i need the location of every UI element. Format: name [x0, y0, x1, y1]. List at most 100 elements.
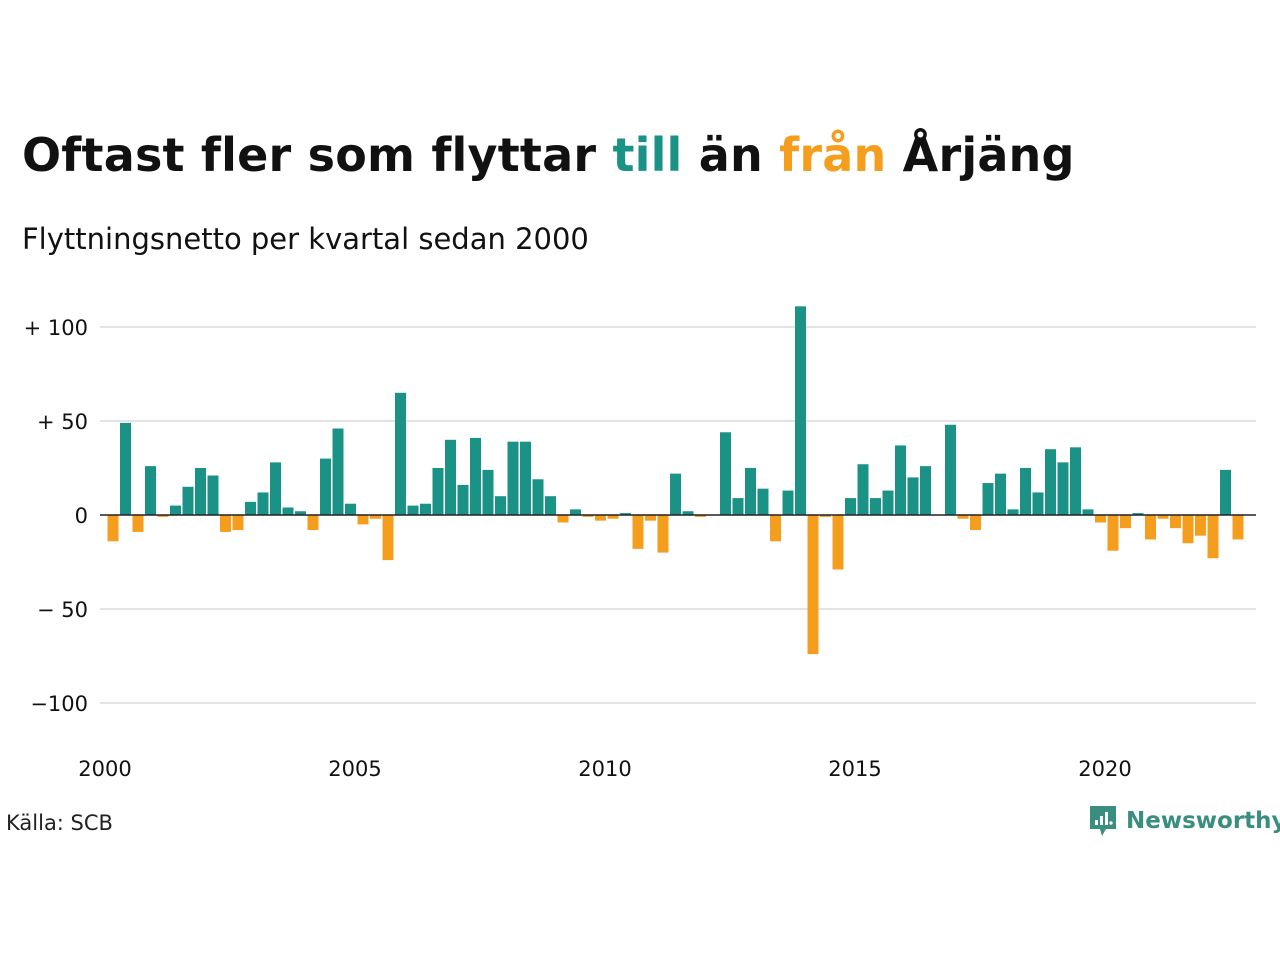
x-tick-label: 2000 — [78, 757, 131, 781]
bar — [645, 515, 656, 521]
bar — [895, 445, 906, 515]
bar — [732, 498, 744, 515]
bar — [607, 515, 619, 519]
bar — [1195, 515, 1206, 536]
bar — [682, 511, 694, 515]
bar-chart: + 100 + 50 0 − 50 −100 2000 2005 2010 2015 2020 — [24, 306, 1256, 781]
gridlines — [100, 326, 1256, 704]
bar — [595, 515, 606, 521]
title-part-1: Oftast fler som flyttar — [22, 128, 613, 182]
bar — [920, 466, 931, 515]
x-axis-labels: 2000 2005 2010 2015 2020 — [78, 757, 1131, 781]
bar — [1082, 509, 1094, 515]
bar — [320, 458, 331, 515]
bar — [1057, 462, 1069, 515]
bar — [270, 462, 281, 515]
bar — [395, 392, 406, 515]
bar — [907, 477, 919, 515]
bar — [582, 515, 594, 517]
bar — [120, 422, 131, 515]
bar — [1170, 515, 1181, 529]
title-fran: från — [779, 128, 887, 182]
bar — [957, 515, 969, 519]
brand-name: Newsworthy — [1126, 808, 1280, 834]
bar — [107, 515, 119, 542]
bar — [1157, 515, 1169, 519]
x-tick-label: 2010 — [578, 757, 631, 781]
bar — [1207, 515, 1219, 559]
bar — [745, 468, 756, 515]
y-axis-labels: + 100 + 50 0 − 50 −100 — [24, 316, 88, 716]
title-till: till — [612, 128, 683, 182]
bar — [1145, 515, 1156, 540]
bar — [870, 498, 881, 515]
bar — [982, 483, 994, 515]
bar — [670, 473, 681, 515]
bar — [557, 515, 569, 523]
bar — [407, 505, 419, 515]
bar — [632, 515, 644, 549]
bar — [532, 479, 544, 515]
bar — [1220, 469, 1231, 515]
bar — [770, 515, 781, 542]
bar — [807, 515, 819, 655]
bar — [145, 466, 156, 515]
bar — [132, 515, 144, 532]
bar — [220, 515, 231, 532]
bar — [620, 513, 631, 515]
bar — [332, 428, 344, 515]
bar — [795, 306, 806, 515]
bar — [482, 469, 494, 515]
y-tick-label: −100 — [30, 692, 88, 716]
bar — [720, 432, 731, 515]
bar — [470, 437, 481, 515]
y-tick-label: + 50 — [37, 410, 88, 434]
bar — [970, 515, 981, 531]
y-tick-label: + 100 — [24, 316, 88, 340]
bar — [207, 475, 219, 515]
bar — [845, 498, 856, 515]
bar — [232, 515, 244, 531]
bar — [195, 468, 206, 515]
bar — [295, 511, 306, 515]
y-tick-label: 0 — [75, 504, 88, 528]
bar — [882, 490, 894, 515]
bar — [782, 490, 794, 515]
bar — [182, 486, 194, 515]
bar — [282, 507, 294, 515]
brand-logo: Newsworthy — [1088, 804, 1280, 838]
bar — [1182, 515, 1194, 544]
bar — [657, 515, 669, 553]
chart-subtitle: Flyttningsnetto per kvartal sedan 2000 — [22, 222, 589, 256]
bar — [257, 492, 269, 515]
bar — [307, 515, 319, 531]
bar — [520, 441, 531, 515]
bar — [857, 464, 869, 515]
bar — [570, 509, 581, 515]
bars — [100, 306, 1256, 655]
y-tick-label: − 50 — [37, 598, 88, 622]
bar — [1045, 449, 1056, 515]
bar — [995, 473, 1006, 515]
bar — [832, 515, 844, 570]
newsworthy-logo-icon — [1090, 806, 1116, 836]
bar — [170, 505, 181, 515]
bar — [420, 503, 431, 515]
bar — [345, 503, 356, 515]
bar — [432, 468, 444, 515]
bar — [495, 496, 506, 515]
bar — [1132, 513, 1144, 515]
chart-title: Oftast fler som flyttar till än från Årj… — [22, 128, 1075, 182]
bar — [357, 515, 369, 525]
bar — [1232, 515, 1244, 540]
bar — [1095, 515, 1106, 523]
bar — [1120, 515, 1131, 529]
bar — [1020, 468, 1031, 515]
bar — [1007, 509, 1019, 515]
bar — [445, 439, 456, 515]
source-note: Källa: SCB — [6, 811, 113, 835]
x-tick-label: 2005 — [328, 757, 381, 781]
bar — [1107, 515, 1119, 551]
bar — [820, 515, 831, 517]
bar — [370, 515, 381, 519]
